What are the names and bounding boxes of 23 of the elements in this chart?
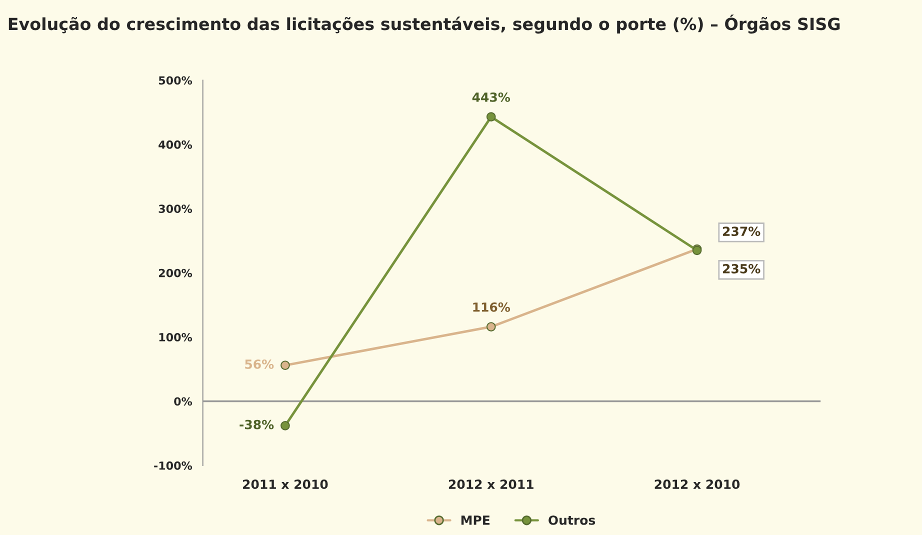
point [280,420,290,430]
point [486,322,496,332]
data-label: 116% [473,302,510,312]
data-label: 237% [723,226,760,236]
data-label: 235% [723,264,760,274]
data-label: 443% [472,92,510,102]
data-label: 56% [245,359,274,369]
data-label: -38% [240,420,274,430]
y-tick-label: 100% [159,333,192,342]
y-tick-label: -100% [154,461,192,470]
y-tick-label: 300% [158,204,192,214]
point [486,112,496,122]
legend-label: MPE [461,516,490,525]
y-tick-label: 0% [174,397,192,406]
y-tick-label: 500% [158,76,192,85]
point [280,360,290,370]
legend-label: Outros [548,515,596,525]
y-tick-label: 400% [158,140,192,149]
chart-title: Evolução do crescimento das licitações sustentáveis, segundo o porte (%) – Órgãos SISG [8,14,840,34]
y-tick-label: 200% [158,268,192,278]
x-tick-label: 2012 x 2011 [448,480,534,490]
x-tick-label: 2012 x 2010 [654,480,740,490]
x-tick-label: 2011 x 2010 [243,480,328,490]
